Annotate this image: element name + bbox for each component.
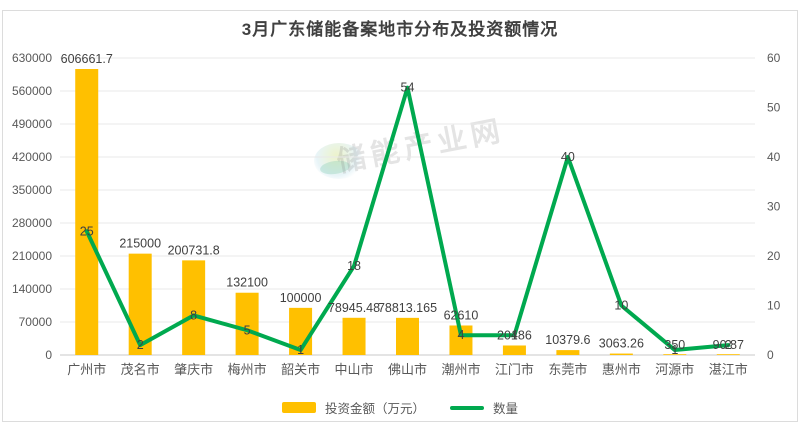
right-axis-tick: 0	[767, 348, 774, 362]
line-label: 1	[671, 343, 678, 357]
bar-label: 90.87	[713, 338, 744, 352]
line-series	[84, 85, 731, 353]
bar-label: 3063.26	[599, 337, 644, 351]
x-label: 肇庆市	[174, 362, 213, 377]
x-label: 佛山市	[388, 362, 427, 377]
legend-bar-swatch-icon	[281, 402, 316, 413]
line-label: 4	[511, 328, 518, 342]
x-label: 茂名市	[121, 362, 160, 377]
bar-梅州市	[235, 292, 259, 355]
right-axis-tick: 40	[767, 150, 781, 164]
left-axis-tick: 140000	[12, 282, 52, 296]
right-axis-tick: 60	[767, 51, 781, 65]
bar-肇庆市	[182, 260, 206, 355]
left-axis-tick: 560000	[12, 84, 52, 98]
line-label: 8	[190, 308, 197, 322]
left-axis-tick: 420000	[12, 150, 52, 164]
x-label: 江门市	[495, 362, 534, 377]
legend-bar-label: 投资金额（万元）	[324, 402, 425, 416]
legend: 投资金额（万元） 数量	[0, 398, 800, 417]
line-label: 2	[725, 338, 732, 352]
x-label: 广州市	[67, 362, 106, 377]
line-label: 40	[561, 150, 575, 164]
bar-佛山市	[396, 317, 419, 355]
line-label: 54	[401, 81, 415, 95]
bar-label: 132100	[226, 276, 268, 290]
x-label: 河源市	[655, 362, 694, 377]
bar-label: 350	[664, 338, 685, 352]
bar-广州市	[75, 69, 99, 355]
bar-中山市	[342, 317, 366, 355]
legend-line-swatch-icon	[450, 405, 484, 410]
bar-label: 200731.8	[168, 243, 220, 257]
left-axis-tick: 0	[45, 348, 52, 362]
line-label: 18	[347, 259, 361, 273]
left-axis-tick: 490000	[12, 117, 52, 131]
bar-label: 606661.7	[61, 52, 113, 66]
line-label: 4	[457, 328, 464, 342]
line-label: 5	[244, 323, 251, 337]
x-label: 韶关市	[281, 362, 320, 377]
x-label: 中山市	[335, 362, 374, 377]
line-label: 10	[614, 299, 628, 313]
bar-河源市	[663, 354, 687, 355]
x-label: 惠州市	[602, 362, 641, 377]
x-label: 潮州市	[441, 362, 480, 377]
right-axis-tick: 50	[767, 101, 781, 115]
left-axis-tick: 630000	[12, 51, 52, 65]
line-label: 25	[80, 224, 94, 238]
x-label: 东莞市	[548, 362, 587, 377]
bar-湛江市	[716, 354, 740, 355]
bar-label: 20186	[497, 328, 532, 342]
right-axis-tick: 20	[767, 249, 781, 263]
left-axis-tick: 350000	[12, 183, 52, 197]
bar-惠州市	[609, 353, 633, 355]
right-axis-tick: 30	[767, 200, 781, 214]
x-label: 湛江市	[709, 362, 748, 377]
bar-东莞市	[556, 350, 580, 355]
line-label: 2	[137, 338, 144, 352]
left-axis-tick: 210000	[12, 249, 52, 263]
bar-潮州市	[449, 325, 473, 355]
bar-label: 215000	[119, 237, 161, 251]
bar-label: 78813.165	[378, 301, 437, 315]
x-label: 梅州市	[228, 362, 267, 377]
chart-title: 3月广东储能备案地市分布及投资额情况	[241, 20, 559, 39]
right-axis-tick: 10	[767, 299, 781, 313]
bar-label: 62610	[444, 308, 479, 322]
bar-label: 78945.48	[328, 301, 380, 315]
bar-江门市	[502, 345, 526, 355]
line-label: 1	[297, 343, 304, 357]
bar-label: 10379.6	[545, 333, 590, 347]
left-axis-tick: 70000	[19, 315, 53, 329]
legend-line-label: 数量	[493, 402, 519, 416]
left-axis-tick: 280000	[12, 216, 52, 230]
bar-label: 100000	[280, 291, 322, 305]
